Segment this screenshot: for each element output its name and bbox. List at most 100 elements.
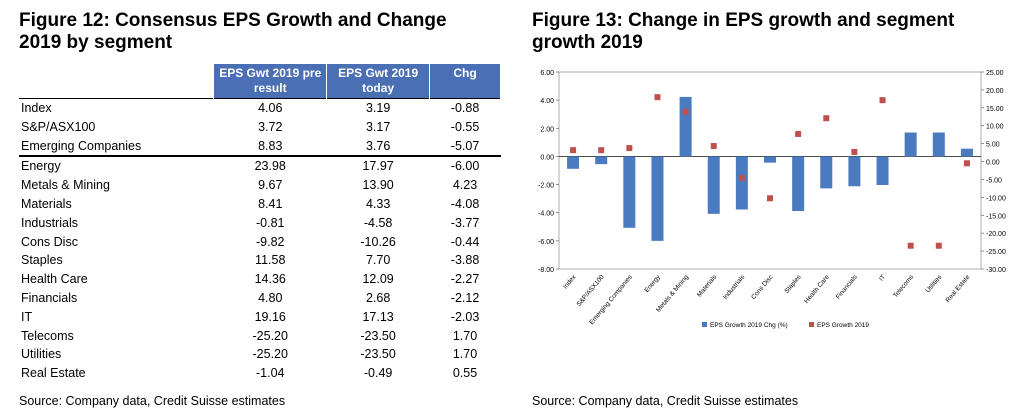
bar-chg [904,132,917,157]
table-body: Index 4.06 3.19 -0.88 S&P/ASX100 3.72 3.17 -0.5… [19,97,501,383]
table-header-blank [19,64,214,99]
bar-chg [792,156,805,212]
chg-value: -2.03 [450,309,480,324]
category-label: Industrials [722,273,747,301]
column-header-pre: EPS Gwt 2019 pre result [213,64,328,99]
point-eps-growth [682,108,689,115]
bar-chg [595,156,608,165]
chg-value: -0.88 [429,97,501,118]
today-value: 17.97 [362,159,394,174]
today-value: 17.13 [362,309,394,324]
right-tick-label: -20.00 [986,231,1006,238]
pre-value: 3.72 [258,119,283,134]
point-eps-growth [851,148,858,155]
today-value: 12.09 [362,272,394,287]
left-tick-label: -6.00 [538,239,554,246]
right-tick-label: 20.00 [986,88,1004,95]
table-row: Emerging Companies 8.83 3.76 -5.07 [19,136,501,158]
category-label: Utilities [925,273,944,294]
pre-value: 14.36 [254,272,286,287]
right-tick-label: 10.00 [986,124,1004,131]
pre-value: 4.80 [258,290,283,305]
chg-value: 0.55 [452,366,478,381]
pre-value: -25.20 [252,347,288,362]
left-tick-label: -4.00 [538,211,554,218]
table-row: Cons Disc -9.82 -10.26 -0.44 [19,233,501,252]
right-source-note: Source: Company data, Credit Suisse esti… [532,394,799,408]
left-tick-label: 0.00 [540,154,554,161]
chg-value: -0.44 [450,234,480,249]
plot-frame [558,71,982,270]
chg-value: -4.08 [450,196,480,211]
bar-chg [623,156,636,228]
pre-value: 8.41 [258,196,283,211]
legend-label-chg: EPS Growth 2019 Chg (%) [710,322,788,329]
bar-chg [876,156,889,185]
pre-value: -1.04 [255,366,285,381]
point-eps-growth [935,242,942,249]
point-eps-growth [710,143,717,150]
table-row: Utilities -25.20 -23.50 1.70 [19,345,501,364]
chg-value: -3.88 [450,253,480,268]
legend-label-growth: EPS Growth 2019 [817,322,869,329]
row-label: Metals & Mining [21,178,110,193]
table-row: Financials 4.80 2.68 -2.12 [19,289,501,308]
left-figure-title: Figure 12: Consensus EPS Growth and Chan… [19,10,447,53]
category-label: Health Care [803,273,831,304]
left-tick-label: 2.00 [540,126,554,133]
right-tick-label: 15.00 [986,106,1004,113]
right-tick-label: 25.00 [986,70,1004,77]
table-row: Energy 23.98 17.97 -6.00 [19,156,501,176]
chg-value: -5.07 [429,136,501,158]
legend-swatch-bar [702,322,707,327]
right-tick-label: -5.00 [986,177,1002,184]
column-header-today: EPS Gwt 2019 today [326,64,431,99]
pre-value: -9.82 [255,234,285,249]
today-value: 13.90 [362,178,394,193]
pre-value: 4.06 [213,97,327,118]
row-label: Staples [21,253,63,268]
left-tick-label: -2.00 [538,183,554,190]
table-header-row: EPS Gwt 2019 pre result EPS Gwt 2019 tod… [19,64,501,99]
today-value: 4.33 [365,196,391,211]
point-eps-growth [823,115,830,122]
bar-chg [764,156,776,163]
point-eps-growth [963,160,970,167]
pre-value: 11.58 [255,253,286,268]
today-value: 7.70 [365,253,391,268]
today-value: 3.17 [365,119,391,134]
row-label: Telecoms [21,328,74,343]
today-value: -23.50 [360,328,396,343]
row-label: Energy [21,159,61,174]
bar-chg [679,96,692,157]
category-label: Energy [643,273,662,294]
chg-value: -0.55 [450,119,480,134]
row-label: Materials [21,196,72,211]
bar-chg [707,156,720,214]
right-tick-label: 5.00 [986,142,1000,149]
chg-value: 1.70 [452,328,478,343]
row-label: Cons Disc [21,234,78,249]
point-eps-growth [654,94,661,101]
table-row: S&P/ASX100 3.72 3.17 -0.55 [19,118,501,137]
right-figure-title: Figure 13: Change in EPS growth and segm… [532,10,955,53]
right-tick-label: -15.00 [986,213,1006,220]
row-label: Utilities [21,347,62,362]
pre-value: 9.67 [258,178,283,193]
category-label: Cons Disc [750,273,775,301]
bar-chg [960,148,973,157]
right-tick-label: 0.00 [986,160,1000,167]
row-label: Index [19,97,214,118]
bar-chg [651,156,664,241]
column-header-chg: Chg [429,64,501,99]
point-eps-growth [879,97,886,104]
row-label: Real Estate [21,366,86,381]
point-eps-growth [907,242,914,249]
category-label: Staples [783,273,803,295]
point-eps-growth [570,147,577,154]
left-tick-label: -8.00 [538,267,554,274]
row-label: Financials [21,290,78,305]
row-label: Health Care [21,272,88,287]
left-tick-label: 6.00 [540,70,554,77]
left-tick-label: 4.00 [540,98,554,105]
